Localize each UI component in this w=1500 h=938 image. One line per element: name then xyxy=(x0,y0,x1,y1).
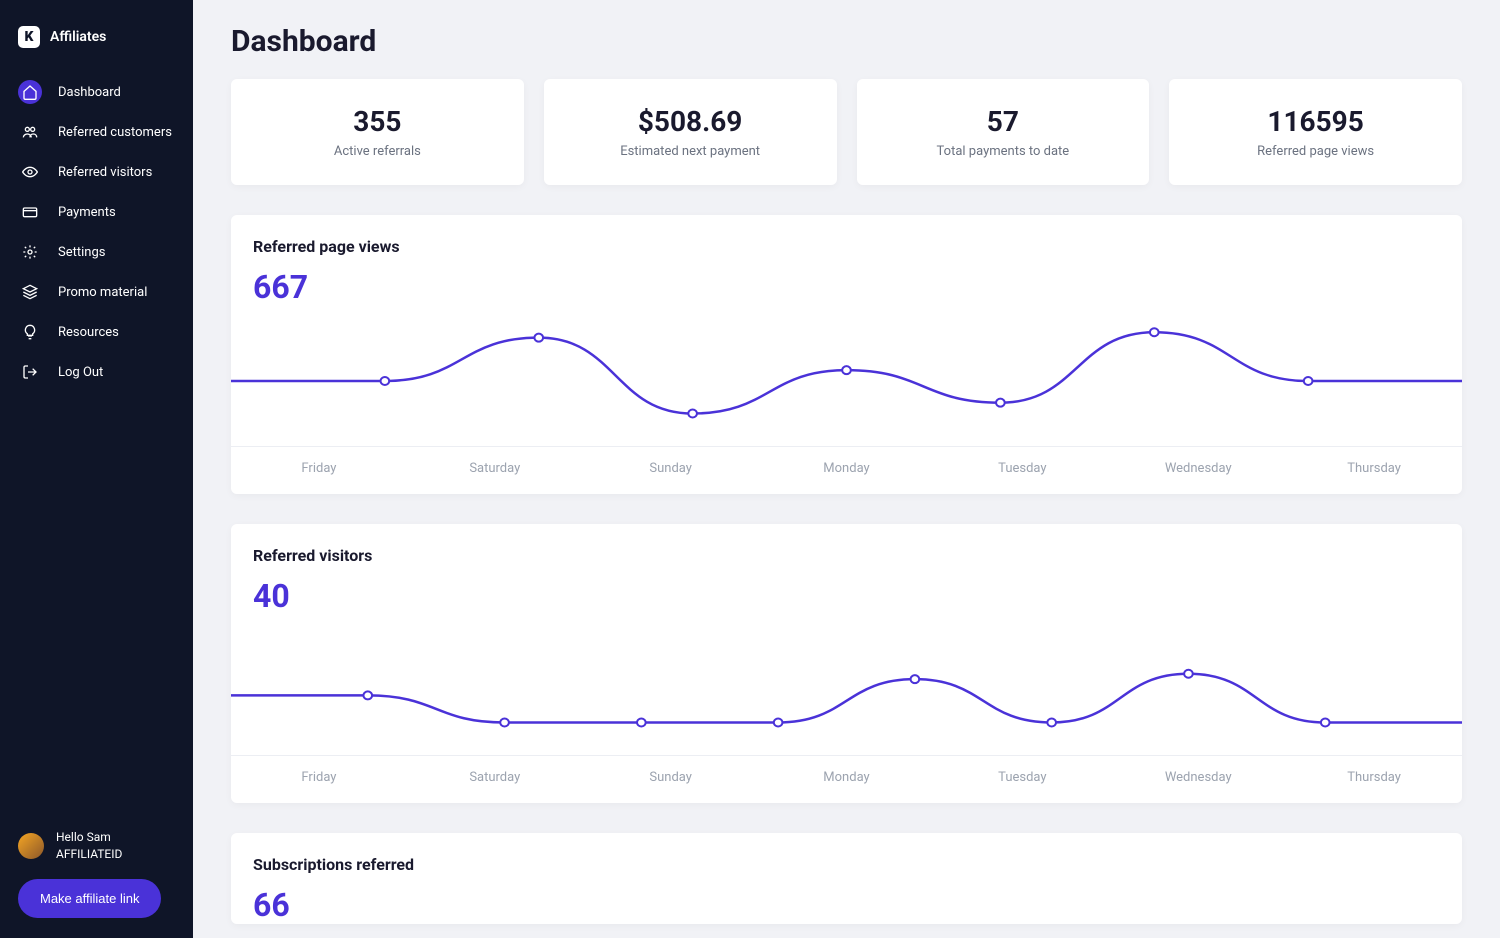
chart-line xyxy=(231,316,1462,446)
main-content: Dashboard 355 Active referrals $508.69 Esti… xyxy=(193,0,1500,938)
layers-icon xyxy=(18,280,42,304)
chart-card-subscriptions: Subscriptions referred 66 xyxy=(231,833,1462,924)
chart-value: 66 xyxy=(231,886,1462,924)
xaxis-label: Wednesday xyxy=(1110,770,1286,785)
chart-value: 667 xyxy=(231,268,1462,306)
nav-item-payments[interactable]: Payments xyxy=(0,192,193,232)
xaxis-label: Saturday xyxy=(407,461,583,476)
stat-value: 116595 xyxy=(1189,105,1442,138)
sidebar-footer: Hello Sam AFFILIATEID Make affiliate lin… xyxy=(0,829,193,918)
stats-row: 355 Active referrals $508.69 Estimated next… xyxy=(231,79,1462,185)
xaxis-label: Thursday xyxy=(1286,461,1462,476)
nav-item-resources[interactable]: Resources xyxy=(0,312,193,352)
brand: K Affiliates xyxy=(0,20,193,72)
stat-label: Estimated next payment xyxy=(564,144,817,159)
xaxis-label: Monday xyxy=(759,770,935,785)
user-text: Hello Sam AFFILIATEID xyxy=(56,829,122,863)
brand-label: Affiliates xyxy=(50,29,106,45)
chart-card-visitors: Referred visitors 40 FridaySaturdaySunda… xyxy=(231,524,1462,803)
stat-card: 57 Total payments to date xyxy=(857,79,1150,185)
xaxis-label: Thursday xyxy=(1286,770,1462,785)
nav-item-dashboard[interactable]: Dashboard xyxy=(0,72,193,112)
stat-label: Active referrals xyxy=(251,144,504,159)
xaxis-label: Friday xyxy=(231,770,407,785)
stat-card: 355 Active referrals xyxy=(231,79,524,185)
xaxis-label: Monday xyxy=(759,461,935,476)
avatar xyxy=(18,833,44,859)
user-affiliate-id: AFFILIATEID xyxy=(56,846,122,863)
chart-xaxis: FridaySaturdaySundayMondayTuesdayWednesd… xyxy=(231,755,1462,803)
stat-card: 116595 Referred page views xyxy=(1169,79,1462,185)
brand-logo-icon: K xyxy=(18,26,40,48)
chart-value: 40 xyxy=(231,577,1462,615)
chart-card-page-views: Referred page views 667 FridaySaturdaySu… xyxy=(231,215,1462,494)
nav-item-referred-customers[interactable]: Referred customers xyxy=(0,112,193,152)
xaxis-label: Tuesday xyxy=(934,461,1110,476)
xaxis-label: Tuesday xyxy=(934,770,1110,785)
page-title: Dashboard xyxy=(231,24,1462,59)
eye-icon xyxy=(18,160,42,184)
gear-icon xyxy=(18,240,42,264)
nav-item-referred-visitors[interactable]: Referred visitors xyxy=(0,152,193,192)
nav-item-label: Resources xyxy=(58,325,119,340)
nav-list: Dashboard Referred customers Referred visi… xyxy=(0,72,193,392)
xaxis-label: Sunday xyxy=(583,461,759,476)
stat-card: $508.69 Estimated next payment xyxy=(544,79,837,185)
nav-item-label: Dashboard xyxy=(58,85,121,100)
chart-title: Referred page views xyxy=(231,237,1462,256)
nav-item-label: Referred customers xyxy=(58,125,172,140)
nav-item-promo-material[interactable]: Promo material xyxy=(0,272,193,312)
users-icon xyxy=(18,120,42,144)
xaxis-label: Wednesday xyxy=(1110,461,1286,476)
nav-item-log-out[interactable]: Log Out xyxy=(0,352,193,392)
user-greeting: Hello Sam xyxy=(56,829,122,846)
nav-item-label: Log Out xyxy=(58,365,103,380)
xaxis-label: Friday xyxy=(231,461,407,476)
stat-value: 355 xyxy=(251,105,504,138)
user-row: Hello Sam AFFILIATEID xyxy=(18,829,175,863)
bulb-icon xyxy=(18,320,42,344)
stat-value: $508.69 xyxy=(564,105,817,138)
nav-item-label: Payments xyxy=(58,205,116,220)
nav-item-label: Referred visitors xyxy=(58,165,152,180)
chart-line xyxy=(231,625,1462,755)
nav-item-settings[interactable]: Settings xyxy=(0,232,193,272)
make-affiliate-link-button[interactable]: Make affiliate link xyxy=(18,879,161,918)
nav-item-label: Promo material xyxy=(58,285,147,300)
chart-title: Referred visitors xyxy=(231,546,1462,565)
xaxis-label: Sunday xyxy=(583,770,759,785)
stat-value: 57 xyxy=(877,105,1130,138)
chart-title: Subscriptions referred xyxy=(231,855,1462,874)
stat-label: Referred page views xyxy=(1189,144,1442,159)
chart-xaxis: FridaySaturdaySundayMondayTuesdayWednesd… xyxy=(231,446,1462,494)
xaxis-label: Saturday xyxy=(407,770,583,785)
nav-item-label: Settings xyxy=(58,245,105,260)
stat-label: Total payments to date xyxy=(877,144,1130,159)
sidebar: K Affiliates Dashboard Referred customers… xyxy=(0,0,193,938)
card-icon xyxy=(18,200,42,224)
home-icon xyxy=(18,80,42,104)
logout-icon xyxy=(18,360,42,384)
